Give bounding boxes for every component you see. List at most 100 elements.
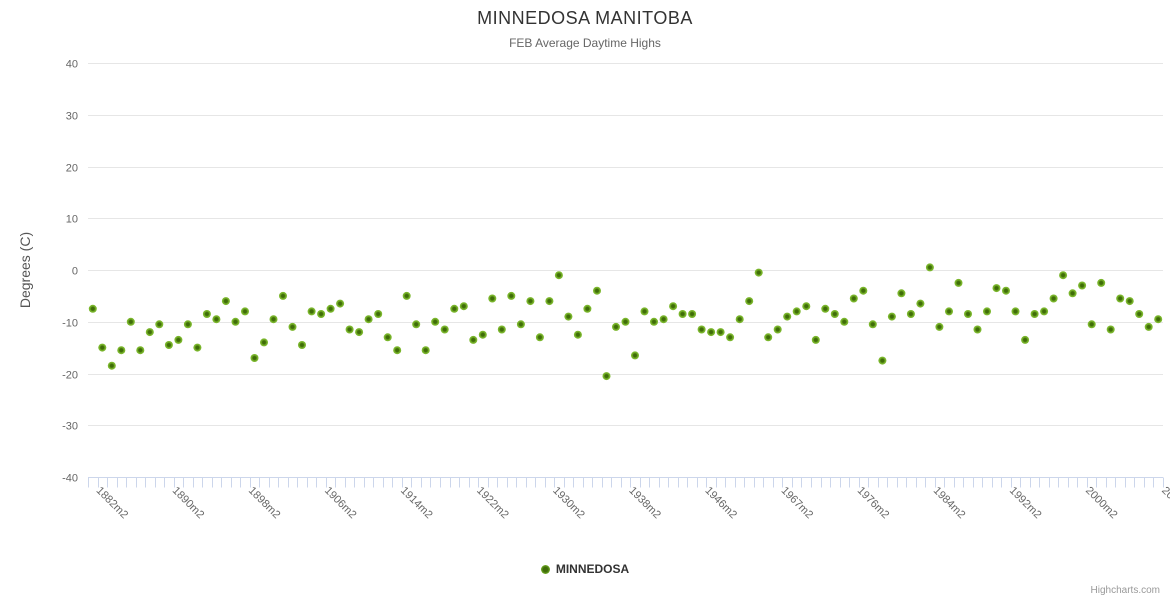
data-point[interactable] [545,297,554,306]
data-point[interactable] [849,294,858,303]
data-point[interactable] [602,372,611,381]
data-point[interactable] [621,317,630,326]
data-point[interactable] [745,297,754,306]
data-point[interactable] [507,291,516,300]
data-point[interactable] [792,307,801,316]
data-point[interactable] [412,320,421,329]
data-point[interactable] [336,299,345,308]
data-point[interactable] [355,328,364,337]
data-point[interactable] [307,307,316,316]
data-point[interactable] [136,346,145,355]
data-point[interactable] [421,346,430,355]
data-point[interactable] [1011,307,1020,316]
data-point[interactable] [516,320,525,329]
data-point[interactable] [906,310,915,318]
data-point[interactable] [326,304,335,313]
legend-item-minnedosa[interactable]: MINNEDOSA [540,562,629,576]
data-point[interactable] [554,271,563,280]
data-point[interactable] [964,310,972,318]
data-point[interactable] [887,312,896,321]
data-point[interactable] [440,325,449,334]
data-point[interactable] [183,320,192,329]
data-point[interactable] [260,338,268,347]
data-point[interactable] [897,289,906,298]
data-point[interactable] [697,325,706,334]
data-point[interactable] [821,304,830,313]
data-point[interactable] [98,343,107,352]
data-point[interactable] [164,341,173,349]
data-point[interactable] [1097,278,1106,287]
data-point[interactable] [612,322,620,331]
data-point[interactable] [716,328,725,337]
data-point[interactable] [269,315,278,324]
data-point[interactable] [925,263,934,272]
data-point[interactable] [107,361,116,370]
data-point[interactable] [640,307,649,316]
data-point[interactable] [221,297,230,306]
data-point[interactable] [1059,271,1068,280]
data-point[interactable] [431,317,440,326]
data-point[interactable] [117,346,126,355]
data-point[interactable] [593,286,601,295]
data-point[interactable] [1068,289,1077,298]
data-point[interactable] [764,333,773,342]
data-point[interactable] [973,325,982,334]
data-point[interactable] [250,354,259,362]
data-point[interactable] [802,302,811,311]
data-point[interactable] [469,335,478,344]
data-point[interactable] [573,330,582,339]
data-point[interactable] [1144,322,1153,331]
data-point[interactable] [402,291,411,300]
data-point[interactable] [145,328,154,337]
highcharts-credit-link[interactable]: Highcharts.com [1090,585,1160,596]
data-point[interactable] [212,315,221,324]
data-point[interactable] [754,268,763,277]
data-point[interactable] [669,302,678,311]
data-point[interactable] [830,310,839,318]
data-point[interactable] [688,310,697,318]
data-point[interactable] [564,312,573,321]
data-point[interactable] [526,297,535,306]
data-point[interactable] [678,310,687,318]
data-point[interactable] [773,325,782,334]
data-point[interactable] [288,322,297,331]
data-point[interactable] [231,317,240,326]
data-point[interactable] [631,351,639,360]
data-point[interactable] [859,286,868,295]
data-point[interactable] [279,291,287,300]
data-point[interactable] [916,299,925,308]
data-point[interactable] [811,335,820,344]
data-point[interactable] [1049,294,1058,303]
data-point[interactable] [1078,281,1087,290]
data-point[interactable] [935,322,944,331]
data-point[interactable] [1040,307,1049,316]
data-point[interactable] [345,325,354,334]
data-point[interactable] [1135,310,1144,318]
data-point[interactable] [126,317,135,326]
data-point[interactable] [193,343,202,352]
data-point[interactable] [174,335,183,344]
data-point[interactable] [241,307,249,316]
data-point[interactable] [783,312,792,321]
data-point[interactable] [840,317,849,326]
data-point[interactable] [878,356,887,365]
data-point[interactable] [954,278,963,287]
data-point[interactable] [868,320,877,329]
data-point[interactable] [374,310,383,318]
data-point[interactable] [726,333,735,342]
data-point[interactable] [992,284,1001,293]
data-point[interactable] [88,304,97,313]
data-point[interactable] [459,302,468,311]
data-point[interactable] [155,320,164,329]
data-point[interactable] [202,310,211,318]
data-point[interactable] [945,307,953,316]
data-point[interactable] [1154,315,1163,324]
data-point[interactable] [650,317,658,326]
data-point[interactable] [659,315,668,324]
data-point[interactable] [1021,335,1030,344]
data-point[interactable] [583,304,592,313]
data-point[interactable] [1002,286,1010,295]
data-point[interactable] [450,304,459,313]
data-point[interactable] [317,310,326,318]
data-point[interactable] [298,341,306,349]
